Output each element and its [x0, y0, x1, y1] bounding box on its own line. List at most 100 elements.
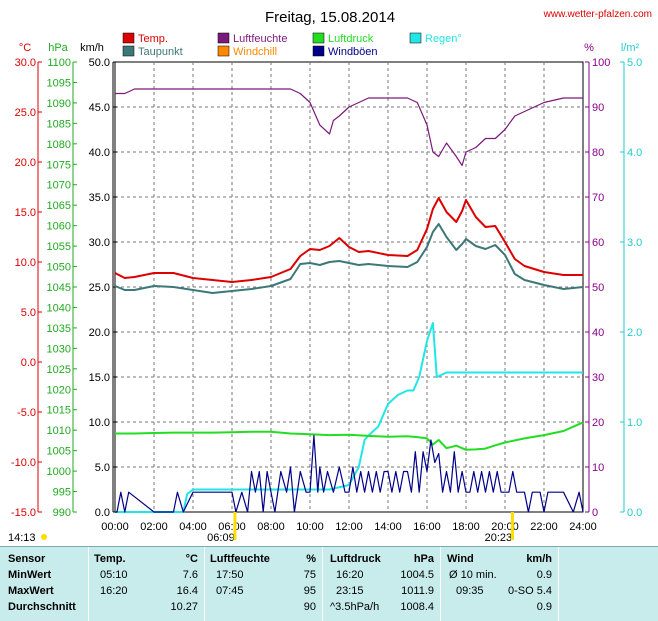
source-label: www.wetter-pfalzen.com	[543, 9, 652, 20]
stats-col-humidity	[204, 547, 323, 621]
x-tick-label: 06:00	[218, 521, 246, 533]
unit-pressure: hPa	[48, 42, 68, 54]
stats-cell: 07:45	[216, 585, 244, 597]
y-tick-label-wind: 5.0	[95, 462, 110, 474]
stats-cell: Ø 10 min.	[449, 569, 497, 581]
y-tick-label-rain: 0.0	[627, 507, 642, 519]
y-tick-label-temp: -5.0	[17, 407, 36, 419]
series-line-windgust	[115, 434, 584, 513]
stats-cell: ^3.5hPa/h	[330, 601, 380, 613]
stats-cell: 1008.4	[400, 601, 434, 613]
sun-icon	[41, 534, 47, 540]
legend: Temp. Luftfeuchte Luftdruck Regen° Taupu…	[122, 32, 462, 58]
y-tick-label-humidity: 10	[592, 462, 604, 474]
stats-cell: 95	[303, 585, 316, 597]
y-tick-label-humidity: 20	[592, 417, 604, 429]
legend-swatch-pressure	[312, 32, 325, 44]
stats-cell: 23:15	[336, 585, 364, 597]
stats-cell: 17:50	[216, 569, 244, 581]
stats-header-humidity: Luftfeuchte	[210, 553, 270, 565]
y-tick-label-pressure: 1015	[47, 405, 71, 417]
legend-swatch-humidity	[217, 32, 230, 44]
weather-chart: Freitag, 15.08.2014 www.wetter-pfalzen.c…	[8, 9, 652, 544]
stats-col-temp	[88, 547, 205, 621]
y-tick-label-temp: 25.0	[15, 107, 36, 119]
stats-table: Sensor Temp. °C Luftfeuchte % Luftdruck …	[0, 546, 658, 621]
y-tick-label-pressure: 1025	[47, 364, 71, 376]
legend-label-rain: Regen°	[425, 33, 462, 45]
series-line-temp	[114, 197, 583, 283]
y-tick-label-pressure: 1080	[47, 139, 71, 151]
stats-cell: 90	[303, 601, 316, 613]
y-tick-label-pressure: 1060	[47, 221, 71, 233]
stats-row-label: MaxWert	[8, 585, 54, 597]
stats-header-sensor: Sensor	[8, 553, 46, 565]
y-tick-label-pressure: 1100	[47, 57, 71, 69]
legend-swatch-dewpoint	[122, 45, 135, 57]
legend-label-temp: Temp.	[138, 33, 168, 45]
stats-cell: 0.9	[536, 569, 552, 581]
y-tick-label-pressure: 1090	[47, 98, 71, 110]
y-tick-label-temp: 5.0	[21, 307, 36, 319]
sunrise-marker	[233, 512, 237, 540]
y-tick-label-temp: 10.0	[15, 257, 36, 269]
stats-header-wind-unit: km/h	[526, 553, 552, 565]
legend-swatch-temp	[122, 32, 135, 44]
x-tick-label: 08:00	[257, 521, 285, 533]
y-tick-label-humidity: 100	[592, 57, 610, 69]
sunset-marker	[510, 512, 514, 540]
x-tick-label: 04:00	[179, 521, 207, 533]
legend-label-windchill: Windchill	[233, 46, 277, 58]
stats-header-temp-unit: °C	[185, 553, 198, 565]
sunset-time: 20:23	[485, 532, 513, 544]
daylight-duration: 14:13	[8, 532, 36, 544]
stats-header-temp: Temp.	[94, 553, 126, 565]
unit-humidity: %	[584, 42, 594, 54]
axes-layer: 00:00 02:00 04:00 06:00 08:00 10:00 12:00 14:00…	[11, 57, 642, 533]
stats-row-label: Durchschnitt	[8, 601, 76, 613]
y-tick-label-pressure: 1000	[47, 466, 71, 478]
y-tick-label-temp: 0.0	[21, 357, 36, 369]
stats-cell: 0-SO	[508, 585, 534, 597]
stats-header-humidity-unit: %	[306, 553, 316, 565]
y-tick-label-pressure: 1040	[47, 302, 71, 314]
y-tick-label-wind: 10.0	[89, 417, 110, 429]
series-layer	[114, 88, 584, 513]
legend-label-dewpoint: Taupunkt	[138, 46, 183, 58]
y-tick-label-pressure: 1055	[47, 241, 71, 253]
y-tick-label-humidity: 50	[592, 282, 604, 294]
y-tick-label-humidity: 90	[592, 102, 604, 114]
y-tick-label-pressure: 1075	[47, 159, 71, 171]
stats-cell: 05:10	[100, 569, 128, 581]
stats-header-wind: Wind	[447, 553, 474, 565]
y-tick-label-temp: -15.0	[11, 507, 36, 519]
stats-cell: 10.27	[170, 601, 198, 613]
y-tick-label-pressure: 1045	[47, 282, 71, 294]
y-tick-label-pressure: 1030	[47, 343, 71, 355]
y-tick-label-humidity: 40	[592, 327, 604, 339]
y-tick-label-wind: 35.0	[89, 192, 110, 204]
stats-header-pressure-unit: hPa	[413, 553, 434, 565]
stats-header-pressure: Luftdruck	[330, 553, 381, 565]
x-tick-label: 14:00	[374, 521, 402, 533]
stats-cell: 1011.9	[401, 585, 434, 597]
y-tick-label-temp: -10.0	[11, 457, 36, 469]
y-tick-label-wind: 45.0	[89, 102, 110, 114]
y-tick-label-pressure: 1005	[47, 446, 71, 458]
chart-title: Freitag, 15.08.2014	[265, 9, 395, 26]
stats-cell: 16:20	[100, 585, 128, 597]
x-tick-label: 00:00	[101, 521, 129, 533]
y-tick-label-temp: 15.0	[15, 207, 36, 219]
x-tick-label: 24:00	[569, 521, 597, 533]
y-tick-label-pressure: 1070	[47, 180, 71, 192]
y-tick-label-pressure: 1050	[47, 262, 71, 274]
x-tick-label: 18:00	[452, 521, 480, 533]
x-tick-label: 10:00	[296, 521, 324, 533]
y-tick-label-rain: 1.0	[627, 417, 642, 429]
stats-cell: 0.9	[536, 601, 552, 613]
y-tick-label-rain: 5.0	[627, 57, 642, 69]
stats-cell: 75	[303, 569, 316, 581]
legend-label-pressure: Luftdruck	[328, 33, 374, 45]
unit-temp: °C	[19, 42, 31, 54]
y-tick-label-wind: 25.0	[89, 282, 110, 294]
